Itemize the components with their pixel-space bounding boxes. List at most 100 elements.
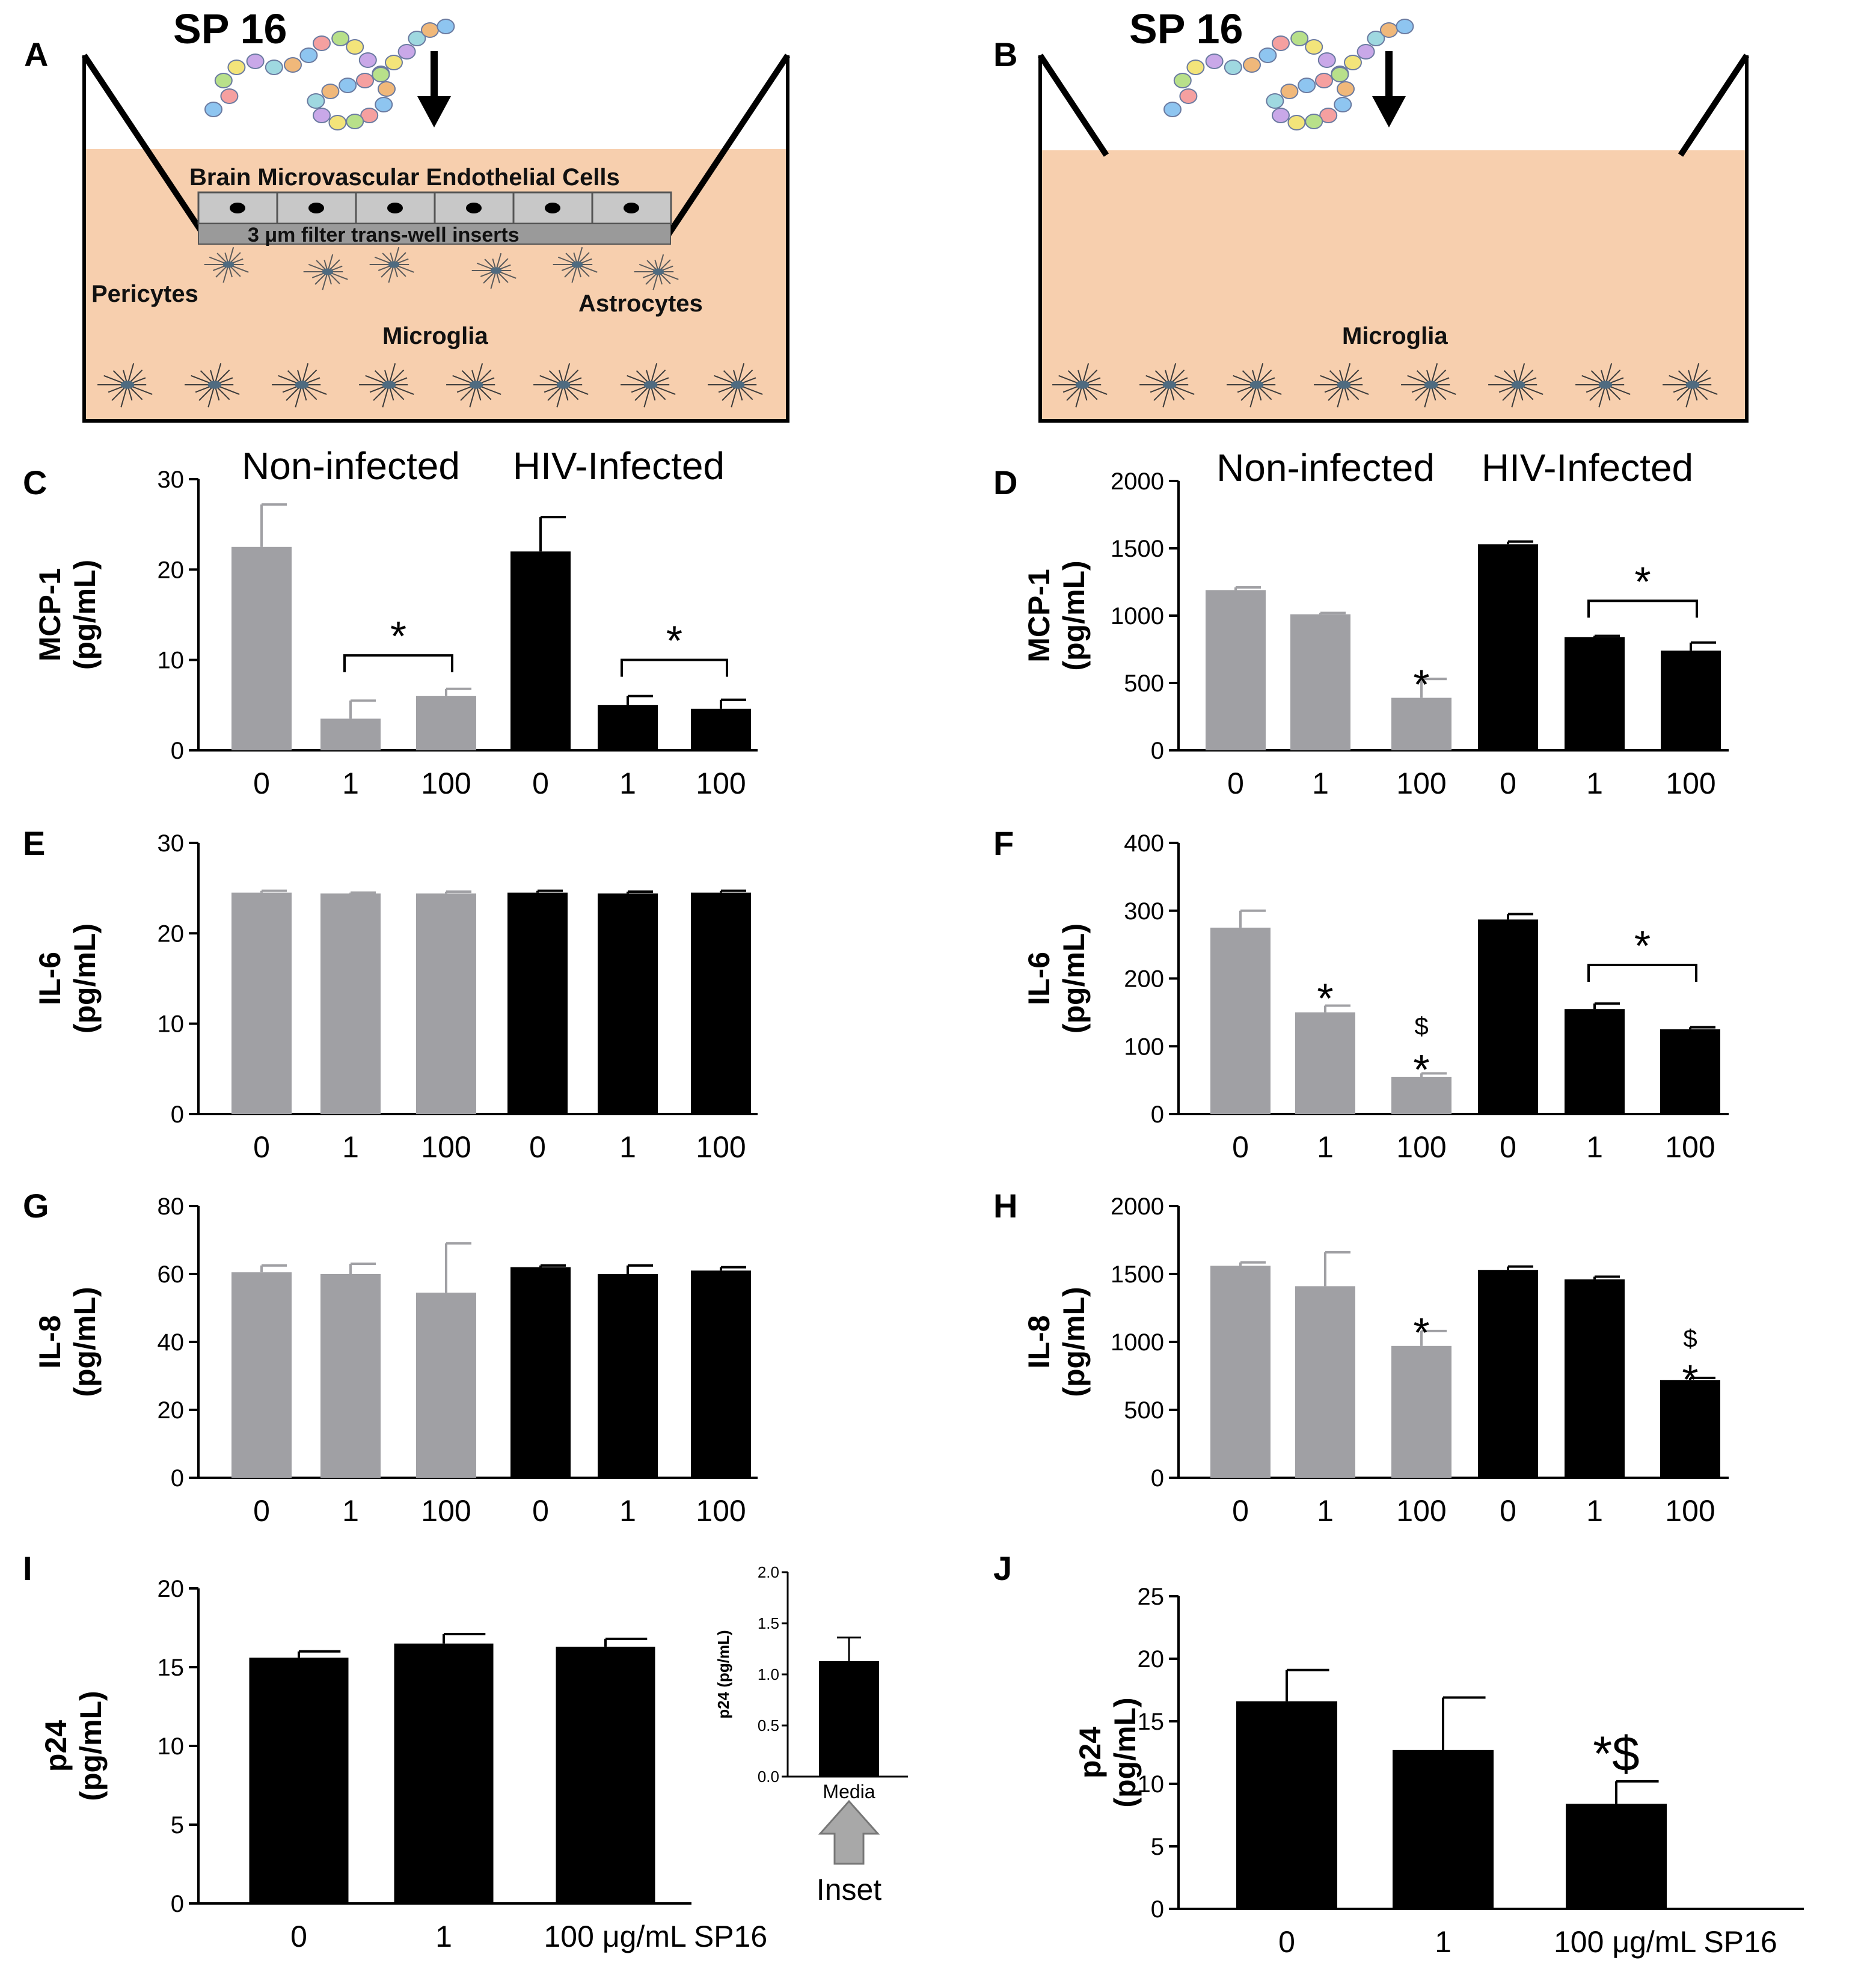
x-tick-label: 1: [1586, 1130, 1603, 1164]
inset-x-tick-label: Media: [823, 1781, 875, 1802]
astrocyte-pericyte-cells: [204, 246, 679, 290]
peptide-bead: [265, 60, 283, 75]
y-tick-label: 0: [1151, 1465, 1164, 1492]
cell-body: [490, 267, 502, 274]
peptide-bead: [1163, 102, 1182, 117]
bar: [1210, 927, 1271, 1114]
group-label-noninfected: Non-infected: [242, 444, 460, 488]
panel-letter-g: G: [23, 1187, 49, 1225]
x-tick-label: 0: [1500, 1494, 1516, 1528]
microglia-cell: [1052, 363, 1108, 408]
microglia-cell: [533, 363, 589, 408]
y-axis-label: IL-6(pg/mL): [1022, 923, 1091, 1033]
pericytes-label: Pericytes: [91, 281, 198, 307]
y-tick-label: 1500: [1111, 536, 1164, 562]
y-axis-label-line: (pg/mL): [68, 923, 102, 1033]
y-axis-label-line: (pg/mL): [68, 560, 102, 670]
y-tick-label: 10: [1138, 1771, 1165, 1798]
y-axis-label: p24(pg/mL): [1073, 1697, 1142, 1807]
cell-body: [556, 381, 571, 389]
inset-y-tick-label: 1.0: [758, 1665, 779, 1683]
peptide-bead: [1298, 78, 1316, 93]
peptide-bead: [346, 39, 364, 55]
significance-bracket: [621, 658, 728, 677]
peptide-bead: [356, 73, 374, 88]
bar: [1566, 1804, 1667, 1909]
peptide-bead: [313, 108, 331, 123]
peptide-bead: [204, 102, 222, 117]
peptide-bead: [1290, 31, 1309, 46]
bmvec-label: Brain Microvascular Endothelial Cells: [189, 164, 620, 191]
significance-star: *: [1317, 975, 1333, 1021]
microglia-cell: [621, 363, 676, 408]
cell-body: [222, 261, 234, 268]
cell-nucleus: [230, 203, 245, 213]
x-tick-label: 100: [421, 1494, 471, 1528]
panel-letter-f: F: [993, 824, 1014, 862]
bar: [320, 1274, 381, 1478]
glial-cell: [204, 246, 249, 283]
microglia-cell: [272, 363, 327, 408]
bar: [1236, 1701, 1337, 1909]
peptide-bead: [1287, 115, 1306, 130]
y-tick-label: 20: [158, 920, 185, 947]
bar: [1565, 1009, 1625, 1114]
glial-cell: [471, 253, 517, 289]
x-tick-label: 100: [696, 1494, 746, 1528]
microglia-cell: [1401, 363, 1456, 408]
y-axis-label-line: (pg/mL): [68, 1287, 102, 1397]
glial-cell: [303, 254, 348, 290]
x-tick-label: 100: [1665, 1130, 1715, 1164]
peptide-bead: [321, 84, 340, 99]
y-tick-label: 60: [158, 1261, 185, 1288]
y-tick-label: 10: [158, 648, 185, 674]
insert-wall-right-b: [1678, 54, 1750, 157]
peptide-bead: [1266, 93, 1284, 109]
peptide-bead: [1396, 19, 1414, 34]
peptide-bead: [1173, 73, 1192, 88]
cell-body: [295, 381, 309, 389]
cell-body: [1685, 381, 1700, 389]
sp16-title-b: SP 16: [1129, 5, 1243, 52]
peptide-bead: [385, 55, 403, 70]
microglia-cell: [359, 363, 414, 408]
peptide-bead: [214, 73, 233, 88]
peptide-bead: [227, 60, 246, 75]
peptide-bead: [1331, 67, 1349, 82]
microglia-cell: [1488, 363, 1543, 408]
y-tick-label: 0: [1151, 1896, 1164, 1923]
peptide-bead: [375, 97, 393, 112]
y-axis-label: IL-8(pg/mL): [33, 1287, 102, 1397]
microglia-cell: [1575, 363, 1631, 408]
bar: [1478, 544, 1538, 750]
x-tick-label: 1: [619, 1494, 636, 1528]
cell-nucleus: [624, 203, 639, 213]
well-outline-a: [82, 55, 789, 423]
x-tick-label: 1: [342, 1494, 359, 1528]
peptide-bead: [1305, 114, 1323, 129]
bar: [507, 892, 568, 1114]
peptide-bead: [246, 54, 265, 69]
diagram-a: A SP 16 Brain Microvascular Endothelial …: [24, 5, 791, 423]
glial-cell: [369, 246, 414, 283]
microglia-row-b: [1052, 363, 1718, 408]
bar: [510, 1267, 571, 1478]
y-axis-label: p24(pg/mL): [39, 1691, 108, 1801]
bar: [1295, 1012, 1355, 1114]
peptide-bead: [313, 35, 331, 51]
x-tick-label: 100: [1396, 1130, 1446, 1164]
insert-wall-left-a: [81, 54, 210, 242]
cell-nucleus: [308, 203, 324, 213]
y-tick-label: 10: [158, 1733, 185, 1760]
significance-star: *: [390, 613, 406, 660]
cell-nucleus: [545, 203, 560, 213]
bar: [1565, 1279, 1625, 1478]
peptide-bead: [1317, 52, 1336, 68]
microglia-cell: [1227, 363, 1282, 408]
x-tick-label: 0: [1500, 767, 1516, 800]
x-tick-label: 0: [1500, 1130, 1516, 1164]
inset-y-tick-label: 1.5: [758, 1614, 779, 1632]
